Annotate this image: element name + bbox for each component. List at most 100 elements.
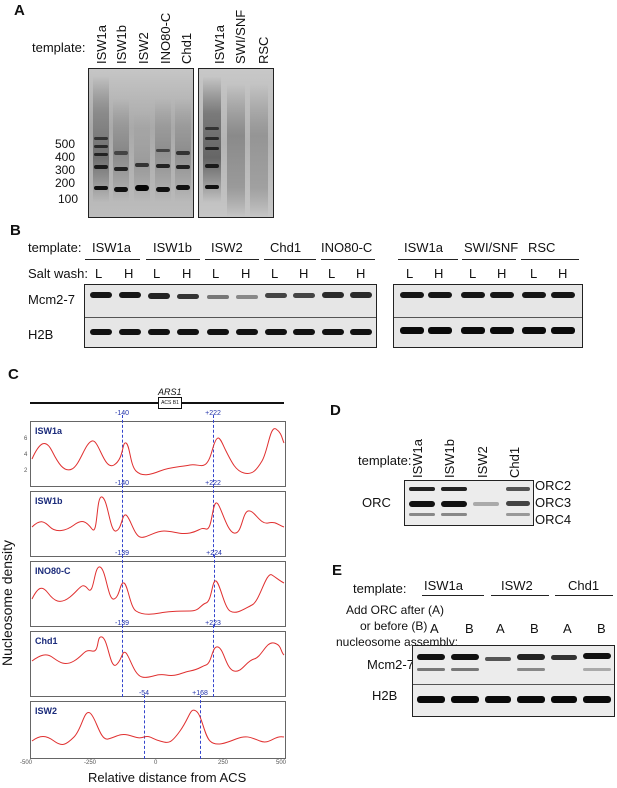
condition-line: Add ORC after (A) — [346, 603, 445, 617]
group-label: Chd1 — [568, 578, 600, 593]
panel-d-lane-label: Chd1 — [507, 446, 522, 478]
lane-H: H — [241, 266, 251, 281]
marker-label: 200 — [55, 176, 76, 190]
lane-H: H — [356, 266, 366, 281]
panel-a-lane-label: ISW1a — [94, 24, 109, 64]
position-label: -140 — [114, 410, 130, 417]
group-label: ISW2 — [211, 240, 243, 255]
panel-a-lane-label: ISW1a — [212, 24, 227, 64]
lane-H: H — [558, 266, 568, 281]
panel-a-template-label: template: — [32, 40, 86, 55]
nucleosome-trace: ISW1b — [30, 491, 286, 557]
panel-a-lane-label: SWI/SNF — [233, 9, 248, 64]
nucleosome-trace: ISW1a — [30, 421, 286, 487]
trace-name: Chd1 — [35, 636, 58, 646]
lane-L: L — [406, 266, 414, 281]
panel-d-lane-label: ISW2 — [475, 446, 490, 478]
panel-a-lane-label: ISW1b — [114, 24, 129, 64]
position-label: -139 — [114, 620, 130, 627]
group-label: SWI/SNF — [464, 240, 519, 255]
lane-L: L — [469, 266, 477, 281]
lane-A: A — [563, 621, 572, 636]
lane-H: H — [124, 266, 134, 281]
group-label: ISW1a — [92, 240, 132, 255]
lane-L: L — [212, 266, 220, 281]
panel-d-lane-label: ISW1b — [442, 438, 457, 478]
ars-line — [30, 402, 284, 404]
panel-c-label: C — [8, 366, 19, 383]
lane-B: B — [530, 621, 539, 636]
blot-b-right — [393, 284, 583, 348]
orc-subunit-label: ORC4 — [535, 512, 572, 527]
group-label: INO80-C — [321, 240, 373, 255]
y-axis-label: Nucleosome density — [0, 539, 15, 666]
x-tick: 500 — [276, 760, 287, 766]
lane-A: A — [496, 621, 505, 636]
orc-label: ORC — [362, 495, 391, 510]
group-label: RSC — [528, 240, 556, 255]
group-label: ISW1a — [404, 240, 444, 255]
x-axis-label: Relative distance from ACS — [88, 770, 247, 785]
lane-L: L — [271, 266, 279, 281]
panel-b-template-label: template: — [28, 240, 82, 255]
blot-row-label: H2B — [28, 327, 54, 342]
condition-line: or before (B) — [360, 619, 428, 633]
panel-e-template-label: template: — [353, 581, 407, 596]
lane-B: B — [597, 621, 606, 636]
panel-d-label: D — [330, 402, 341, 419]
lane-H: H — [299, 266, 309, 281]
trace-name: ISW1a — [35, 426, 63, 436]
acs-box: ACS B1 B2 B3 — [158, 397, 182, 409]
panel-b-label: B — [10, 222, 21, 239]
panel-a-lane-label: INO80-C — [158, 12, 173, 64]
blot-row-label: Mcm2-7 — [28, 292, 75, 307]
group-label: ISW1b — [153, 240, 193, 255]
x-tick: -250 — [84, 760, 97, 766]
gel-right — [198, 68, 274, 218]
position-label: +222 — [205, 480, 221, 487]
marker-label: 100 — [58, 192, 79, 206]
trace-name: INO80-C — [35, 566, 71, 576]
lane-L: L — [153, 266, 161, 281]
x-tick: 0 — [154, 760, 158, 766]
position-label: +168 — [192, 690, 208, 697]
position-label: +224 — [206, 550, 222, 557]
group-label: Chd1 — [270, 240, 302, 255]
panel-a-lane-label: RSC — [256, 36, 271, 64]
orc-subunit-label: ORC3 — [535, 495, 572, 510]
position-label: +222 — [205, 410, 221, 417]
panel-e-label: E — [332, 562, 343, 579]
lane-B: B — [465, 621, 474, 636]
lane-A: A — [430, 621, 439, 636]
orc-subunit-label: ORC2 — [535, 478, 572, 493]
group-label: ISW2 — [501, 578, 533, 593]
lane-L: L — [530, 266, 538, 281]
lane-H: H — [497, 266, 507, 281]
nucleosome-trace: Chd1 — [30, 631, 286, 697]
marker-label: 300 — [55, 163, 76, 177]
trace-name: ISW1b — [35, 496, 63, 506]
trace-name: ISW2 — [35, 706, 58, 716]
nucleosome-trace: INO80-C — [30, 561, 286, 627]
panel-d-lane-label: ISW1a — [410, 438, 425, 478]
y-tick: 2 — [24, 468, 28, 474]
panel-a-lane-label: ISW2 — [136, 32, 151, 64]
blot-row-label: Mcm2-7 — [367, 657, 414, 672]
blot-b-left — [84, 284, 377, 348]
trace-curves — [31, 428, 285, 745]
gel-left — [88, 68, 194, 218]
marker-label: 400 — [55, 150, 76, 164]
lane-H: H — [182, 266, 192, 281]
blot-row-label: H2B — [372, 688, 398, 703]
ars1-label: ARS1 — [158, 387, 182, 397]
panel-d-template-label: template: — [358, 453, 412, 468]
x-tick: 250 — [218, 760, 229, 766]
blot-d — [404, 480, 534, 526]
x-tick: -500 — [20, 760, 33, 766]
position-label: -139 — [114, 550, 130, 557]
position-label: +223 — [205, 620, 221, 627]
group-label: ISW1a — [424, 578, 464, 593]
y-tick: 4 — [24, 452, 28, 458]
panel-a-label: A — [14, 2, 25, 19]
panel-a-lane-label: Chd1 — [179, 32, 194, 64]
